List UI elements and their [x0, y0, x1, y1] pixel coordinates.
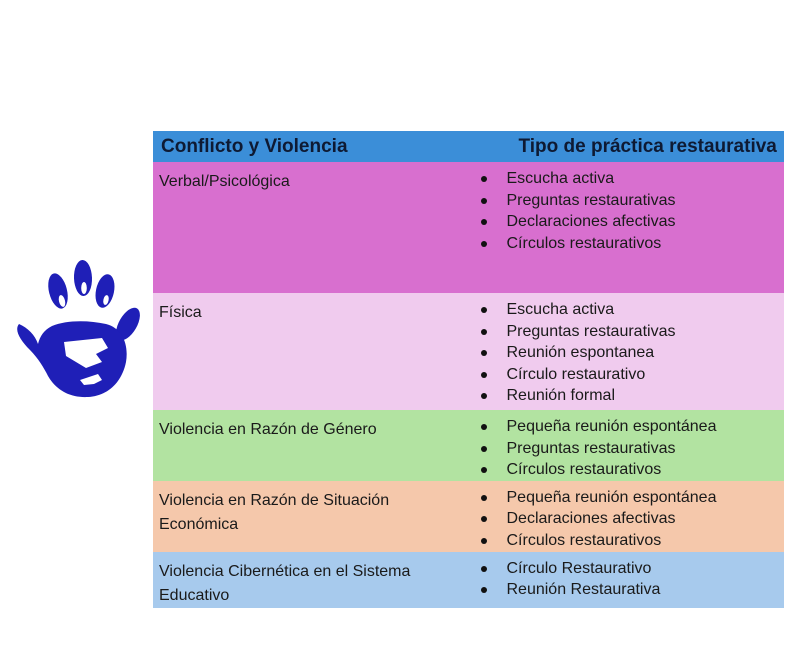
practice-item: Reunión formal [469, 385, 781, 407]
practice-cell: Escucha activa Preguntas restaurativas Dec… [469, 162, 785, 293]
restorative-practices-table: Conflicto y Violencia Tipo de práctica r… [153, 131, 784, 608]
table-row: Violencia Cibernética en el Sistema Educ… [153, 551, 785, 608]
practice-item: Escucha activa [469, 299, 781, 321]
conflict-type: Verbal/Psicológica [159, 173, 290, 190]
header-practice: Tipo de práctica restaurativa [468, 131, 784, 162]
practice-cell: Escucha activa Preguntas restaurativas Reu… [469, 293, 785, 410]
practice-item: Círculos restaurativos [469, 233, 781, 255]
handprint-icon [17, 260, 140, 398]
practice-item: Pequeña reunión espontánea [469, 416, 781, 438]
practice-item: Círculos restaurativos [469, 530, 781, 552]
practice-list: Pequeña reunión espontánea Preguntas rest… [469, 416, 781, 481]
conflict-type: Violencia en Razón de Situación Económic… [159, 491, 390, 533]
practice-cell: Círculo Restaurativo Reunión Restaurativa [469, 552, 785, 608]
table-row: Violencia en Razón de Género Pequeña reun… [153, 410, 784, 481]
practice-list: Escucha activa Preguntas restaurativas Dec… [469, 168, 781, 254]
practice-item: Declaraciones afectivas [469, 211, 781, 233]
practice-item: Declaraciones afectivas [469, 508, 781, 530]
practice-item: Pequeña reunión espontánea [469, 487, 781, 509]
conflict-type: Física [159, 304, 202, 321]
practice-item: Reunión Restaurativa [469, 579, 781, 601]
conflict-type: Violencia Cibernética en el Sistema Educ… [159, 562, 411, 604]
table-row: Física Escucha activa Preguntas restaurati… [153, 293, 784, 410]
practice-item: Reunión espontanea [469, 342, 781, 364]
practice-item: Círculo restaurativo [469, 364, 781, 386]
practice-list: Círculo Restaurativo Reunión Restaurativa [469, 558, 781, 601]
practice-cell: Pequeña reunión espontánea Declaraciones … [469, 481, 785, 552]
conflict-type: Violencia en Razón de Género [159, 421, 377, 438]
practice-item: Preguntas restaurativas [469, 190, 781, 212]
practice-item: Círculo Restaurativo [469, 558, 781, 580]
table-row: Verbal/Psicológica Escucha activa Pregunta… [153, 162, 784, 293]
table-body: Verbal/Psicológica Escucha activa Pregunta… [153, 162, 784, 608]
table-row: Violencia en Razón de Situación Económic… [153, 480, 785, 552]
practice-item: Escucha activa [469, 168, 781, 190]
header-conflict: Conflicto y Violencia [153, 131, 469, 162]
practice-item: Círculos restaurativos [469, 459, 781, 481]
practice-list: Escucha activa Preguntas restaurativas Reu… [469, 299, 781, 407]
practice-cell: Pequeña reunión espontánea Preguntas rest… [469, 410, 785, 481]
practice-item: Preguntas restaurativas [469, 438, 781, 460]
table-header-row: Conflicto y Violencia Tipo de práctica r… [153, 131, 784, 162]
practice-list: Pequeña reunión espontánea Declaraciones … [469, 487, 781, 552]
practice-item: Preguntas restaurativas [469, 321, 781, 343]
